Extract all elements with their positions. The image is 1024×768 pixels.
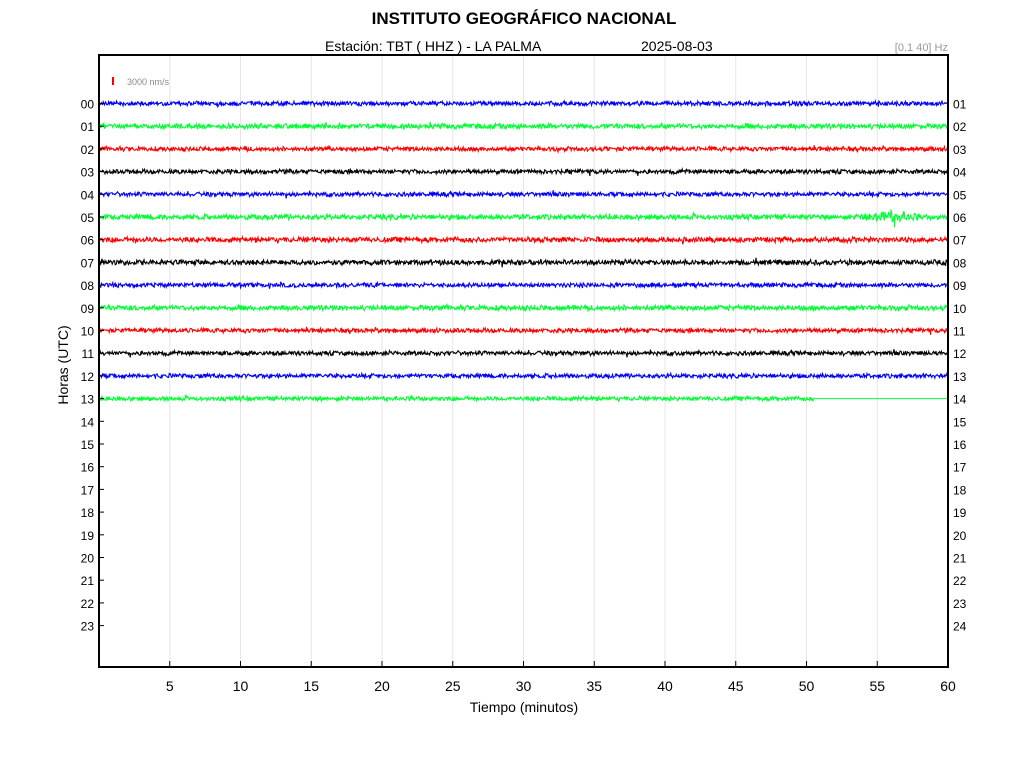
date-label: 2025-08-03 [641, 38, 713, 54]
x-tick-label: 15 [303, 678, 319, 694]
left-hour-label: 03 [81, 166, 95, 180]
left-hour-label: 12 [81, 370, 95, 384]
grid-lines [169, 55, 949, 667]
right-hour-label: 14 [953, 393, 967, 407]
left-hour-label: 18 [81, 506, 95, 520]
trace-hour-10 [98, 326, 948, 335]
right-hour-label: 23 [953, 597, 967, 611]
x-tick-label: 60 [940, 678, 956, 694]
x-tick-label: 25 [445, 678, 461, 694]
scale-label: 3000 nm/s [127, 77, 170, 87]
station-label: Estación: TBT ( HHZ ) - LA PALMA [325, 38, 542, 54]
chart-title: INSTITUTO GEOGRÁFICO NACIONAL [371, 9, 677, 28]
right-hour-label: 22 [953, 574, 967, 588]
left-hour-label: 05 [81, 211, 95, 225]
left-hour-label: 14 [81, 415, 95, 429]
left-hour-label: 23 [81, 620, 95, 634]
right-hour-label: 06 [953, 211, 967, 225]
left-hour-label: 00 [81, 98, 95, 112]
x-tick-label: 55 [869, 678, 885, 694]
left-hour-label: 11 [82, 347, 95, 361]
trace-hour-00 [98, 98, 948, 109]
right-hour-label: 18 [953, 483, 967, 497]
left-hour-label: 06 [81, 234, 95, 248]
right-hour-label: 03 [953, 143, 967, 157]
right-hour-label: 01 [953, 98, 967, 112]
filter-band-label: [0.1 40] Hz [894, 42, 948, 54]
right-hour-label: 09 [953, 279, 967, 293]
left-hour-label: 02 [81, 143, 95, 157]
right-hour-label: 07 [953, 234, 967, 248]
trace-hour-07 [98, 257, 948, 268]
right-hour-label: 21 [953, 552, 967, 566]
trace-hour-11 [98, 348, 948, 358]
right-hour-label: 17 [953, 461, 967, 475]
trace-hour-12 [98, 371, 948, 381]
trace-hour-01 [98, 121, 948, 131]
right-hour-label: 04 [953, 166, 967, 180]
axis-labels: 5 10 15 20 25 30 35 40 45 50 55 60 00 01 02 03 04 05 06 07 0… [81, 98, 967, 695]
right-hour-label: 13 [953, 370, 967, 384]
x-tick-label: 30 [516, 678, 532, 694]
left-hour-label: 20 [81, 552, 95, 566]
left-hour-label: 22 [81, 597, 95, 611]
right-hour-label: 02 [953, 120, 967, 134]
left-hour-label: 15 [81, 438, 95, 452]
trace-hour-08 [98, 280, 948, 290]
seismic-traces [98, 98, 948, 403]
right-hour-label: 12 [953, 347, 967, 361]
left-hour-label: 10 [81, 325, 95, 339]
left-hour-label: 19 [81, 529, 95, 543]
x-tick-label: 40 [657, 678, 673, 694]
trace-hour-03 [98, 166, 948, 177]
y-axis-label: Horas (UTC) [55, 325, 71, 405]
plot-frame [98, 54, 949, 668]
x-tick-label: 10 [233, 678, 249, 694]
x-tick-label: 20 [374, 678, 390, 694]
scale-bar [112, 77, 114, 85]
right-hour-label: 11 [953, 325, 966, 339]
right-hour-label: 16 [953, 438, 967, 452]
right-hour-label: 15 [953, 415, 967, 429]
left-hour-label: 13 [81, 393, 95, 407]
left-hour-label: 01 [81, 120, 95, 134]
trace-hour-04 [98, 189, 948, 199]
right-hour-label: 05 [953, 188, 967, 202]
trace-hour-13 [98, 393, 816, 403]
left-hour-label: 08 [81, 279, 95, 293]
right-hour-label: 19 [953, 506, 967, 520]
left-hour-label: 16 [81, 461, 95, 475]
left-hour-label: 21 [81, 574, 95, 588]
left-hour-label: 04 [81, 188, 95, 202]
left-hour-label: 07 [81, 256, 95, 270]
right-hour-label: 10 [953, 302, 967, 316]
right-hour-label: 20 [953, 529, 967, 543]
x-tick-label: 35 [586, 678, 602, 694]
trace-hour-09 [98, 302, 948, 313]
trace-hour-06 [98, 234, 948, 245]
x-axis-label: Tiempo (minutos) [469, 699, 579, 715]
x-tick-label: 50 [799, 678, 815, 694]
trace-hour-05 [98, 208, 948, 228]
right-hour-label: 24 [953, 620, 967, 634]
right-hour-label: 08 [953, 256, 967, 270]
amplitude-scale: 3000 nm/s [112, 77, 170, 87]
x-tick-label: 45 [728, 678, 744, 694]
left-hour-label: 09 [81, 302, 95, 316]
x-tick-label: 5 [166, 678, 174, 694]
left-hour-label: 17 [81, 483, 95, 497]
trace-hour-02 [98, 144, 948, 155]
